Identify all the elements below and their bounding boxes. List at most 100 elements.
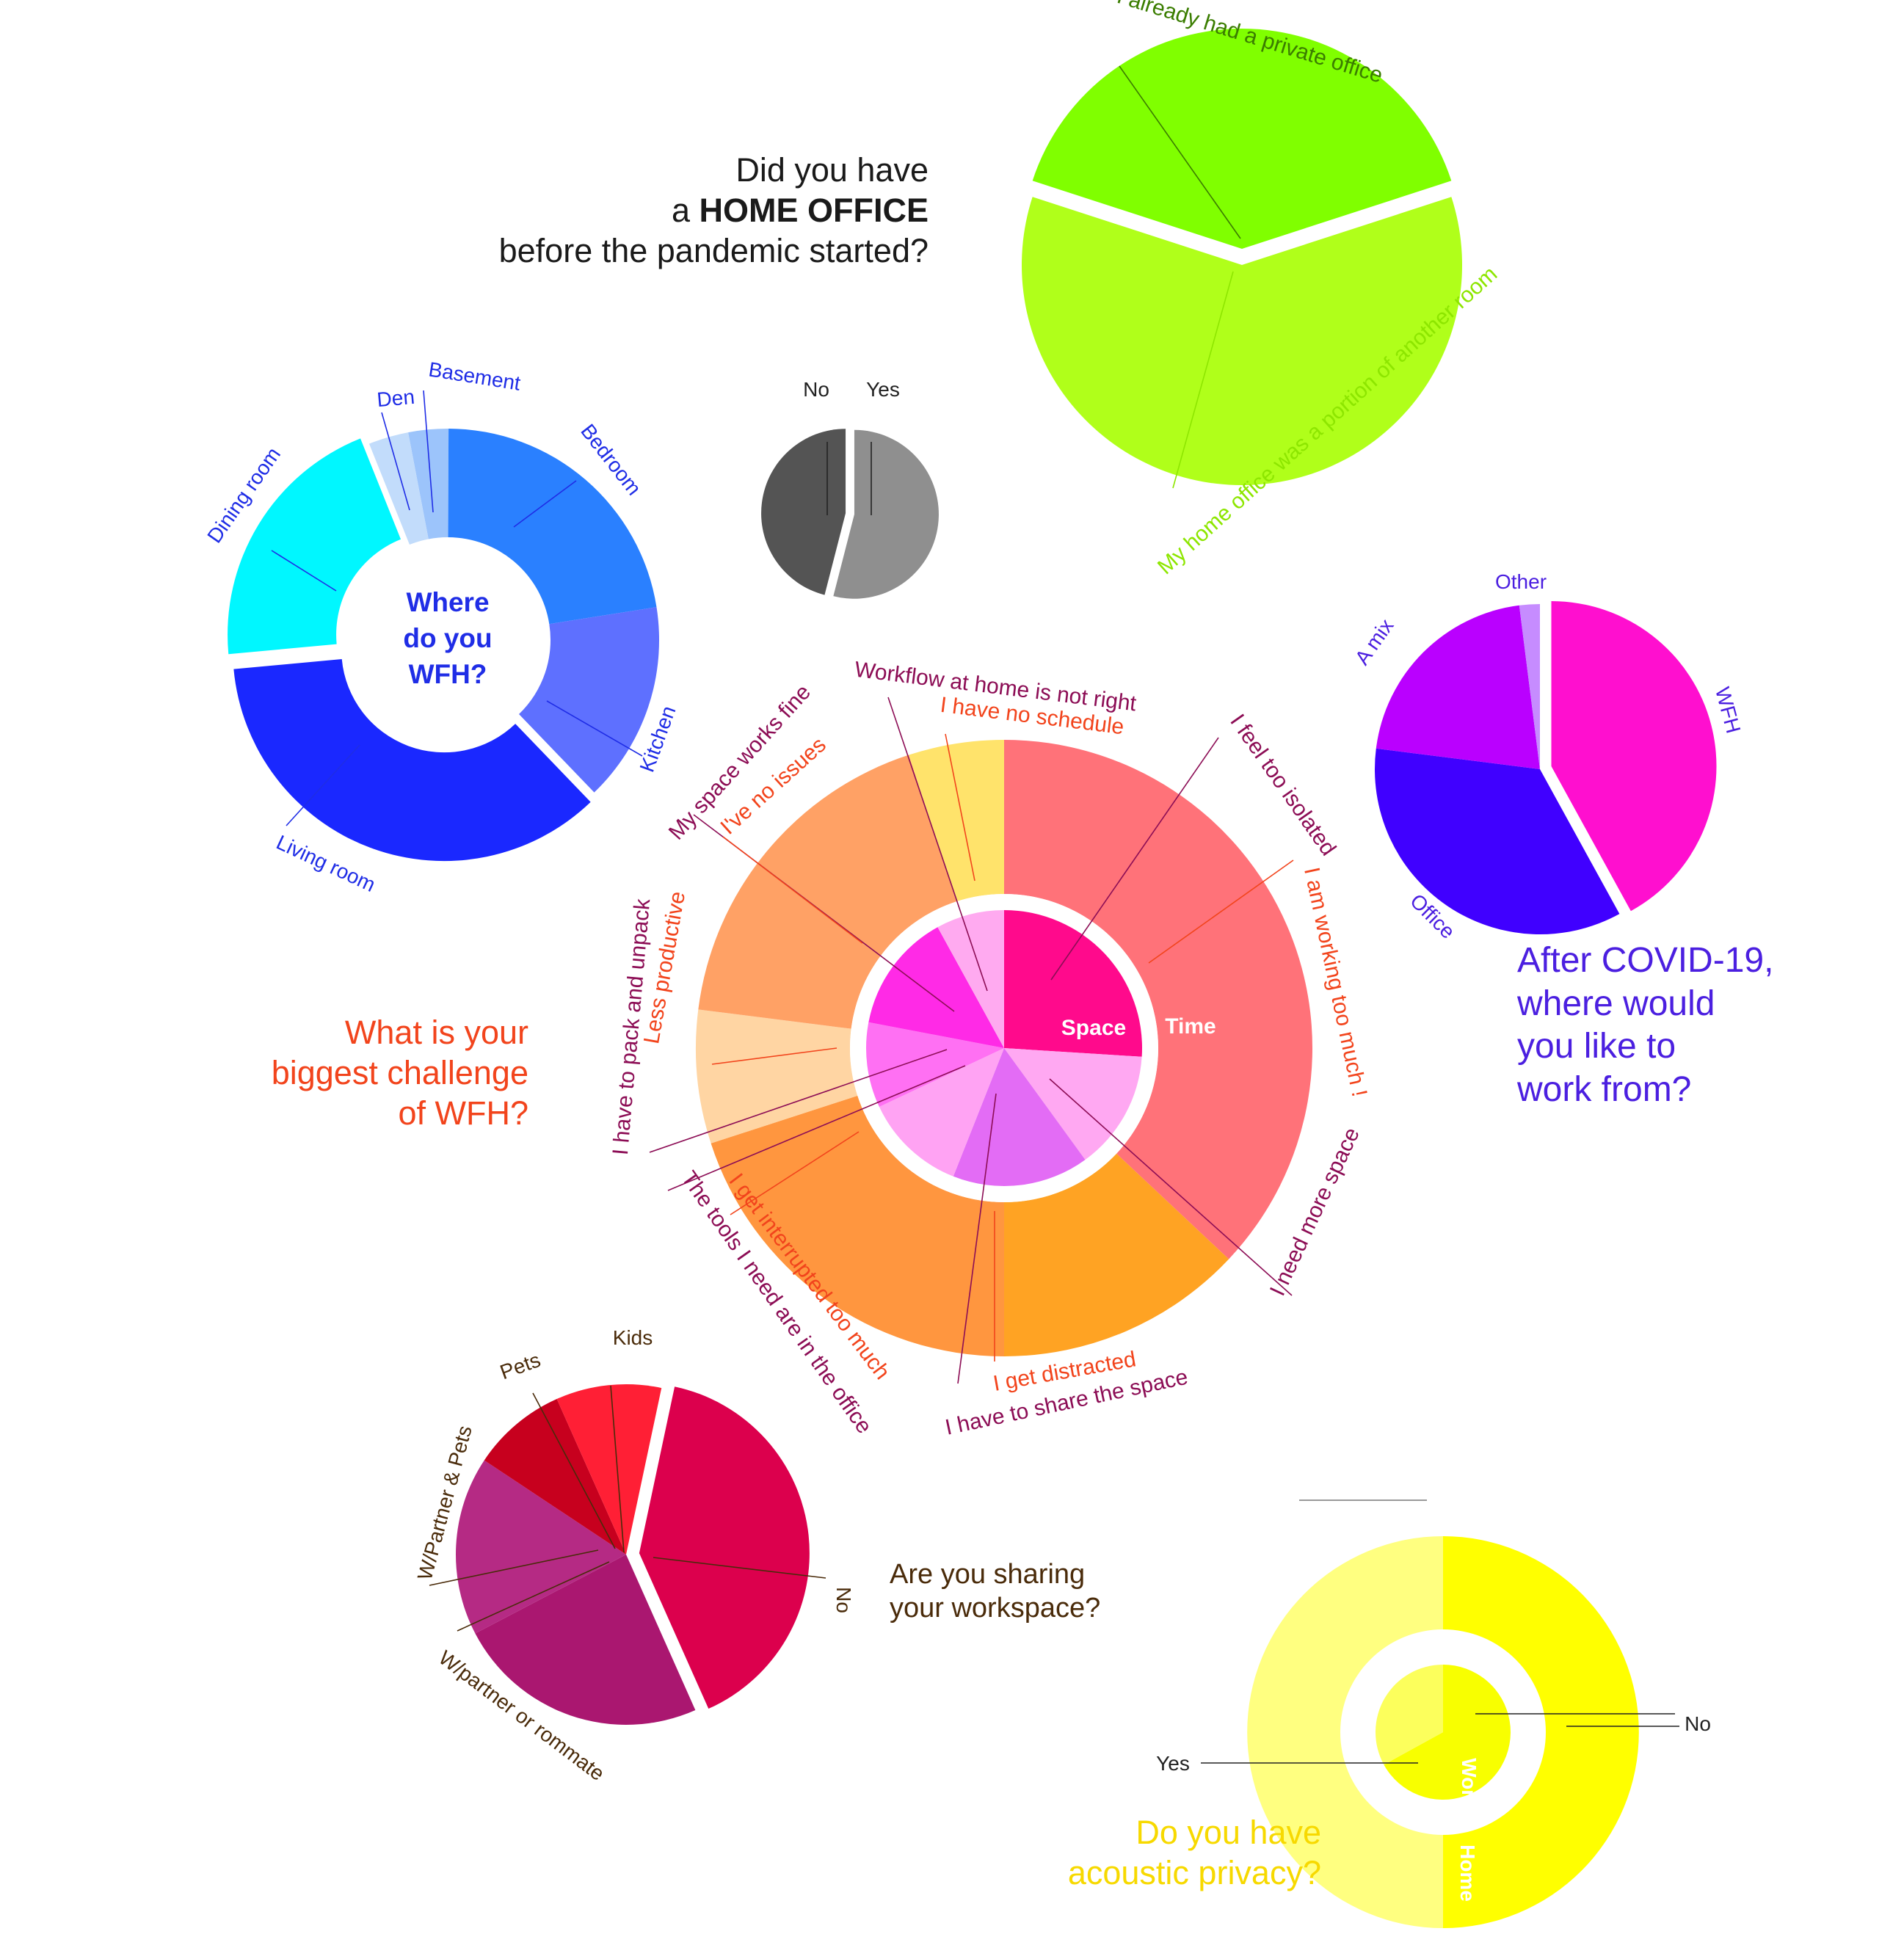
challenge-inner-slice-my-space-works-fine xyxy=(868,927,1004,1048)
where-slice-den xyxy=(368,432,429,545)
privacy-home-slice-no xyxy=(1443,1536,1639,1928)
challenge-outer-slice-i-have-no-schedule xyxy=(909,740,1004,902)
challenge-question-line3: of WFH? xyxy=(398,1094,528,1132)
leader-line xyxy=(381,412,410,511)
acoustic-privacy-donut: Work Home No Yes xyxy=(1156,1536,1711,1928)
home-office-yes-no-pie: No Yes xyxy=(761,378,939,599)
time-center-label: Time xyxy=(1165,1014,1216,1039)
challenge-inner-slice-i-feel-too-isolated xyxy=(1004,910,1142,1057)
where-question-line1: Where xyxy=(406,587,489,617)
leader-line xyxy=(1049,1078,1293,1296)
privacy-question-line2: acoustic privacy? xyxy=(1067,1853,1321,1891)
leader-line xyxy=(271,550,337,592)
challenge-question-line1: What is your xyxy=(344,1014,528,1051)
privacy-work-slice-yes xyxy=(1375,1665,1443,1765)
challenge-question: What is your biggest challenge of WFH? xyxy=(184,1013,528,1134)
challenge-inner-slice-i-have-to-share-the-space xyxy=(953,1048,1086,1186)
leader-line xyxy=(457,1561,610,1632)
future-question-line3: you like to xyxy=(1517,1027,1676,1066)
challenge-outer-slice-i-am-working-too-much xyxy=(1004,740,1312,1259)
sharing-slice-w-partner-or-rommate xyxy=(475,1555,696,1726)
where-slice-living-room xyxy=(233,659,591,862)
space-center-label: Space xyxy=(1061,1016,1126,1040)
leader-line xyxy=(532,1392,616,1549)
future-slice-a-mix xyxy=(1376,605,1540,769)
leader-line xyxy=(286,744,360,826)
future-question: After COVID-19, where would you like to … xyxy=(1517,939,1884,1111)
leader-line xyxy=(957,1093,997,1384)
challenge-inner-slice-the-tools-i-need-are-in-the-office xyxy=(879,1048,1004,1177)
where-question-line3: WFH? xyxy=(409,659,487,689)
divider-line xyxy=(1299,1499,1427,1501)
future-question-line4: work from? xyxy=(1517,1069,1692,1109)
label-no: No xyxy=(803,378,829,401)
leader-line xyxy=(667,1065,966,1191)
home-ring-label: Home xyxy=(1456,1844,1479,1902)
home-office-question-line3: before the pandemic started? xyxy=(498,231,929,269)
challenge-outer-slice-i-get-distracted xyxy=(1004,1153,1229,1356)
leader-line xyxy=(423,390,434,513)
sharing-question: Are you sharing your workspace? xyxy=(890,1557,1257,1626)
label-isolated: I feel too isolated xyxy=(1225,710,1340,860)
where-slice-bedroom xyxy=(448,429,657,625)
home-type-slice-i-already-had-a-private-office xyxy=(1032,29,1452,250)
home-office-question-line1: Did you have xyxy=(735,151,929,189)
home-type-slice-my-home-office-was-a-portion-of-another-room xyxy=(1022,197,1462,486)
label-no: No xyxy=(832,1587,855,1613)
privacy-question: Do you have acoustic privacy? xyxy=(954,1813,1321,1894)
challenge-inner-slice-i-need-more-space xyxy=(1004,1048,1142,1160)
leader-line xyxy=(887,697,988,992)
leader-line xyxy=(429,1549,599,1586)
leader-line xyxy=(711,1047,837,1065)
sharing-slice-no xyxy=(639,1386,810,1709)
challenge-outer-slice-i-ve-no-issues xyxy=(698,755,957,1029)
wfh-location-donut: Where do you WFH? BasementDenBedroomKitc… xyxy=(203,357,680,896)
label-basement: Basement xyxy=(427,357,523,394)
future-slice-wfh xyxy=(1551,601,1717,912)
label-other: Other xyxy=(1495,570,1547,593)
where-slice-basement xyxy=(408,429,449,539)
label-yes: Yes xyxy=(866,378,900,401)
leader-line xyxy=(1172,271,1234,489)
home-office-question-pre: a xyxy=(671,191,700,229)
challenge-inner-slice-i-have-to-pack-and-unpack xyxy=(865,1022,1004,1108)
leader-line xyxy=(730,1131,860,1215)
label-kids: Kids xyxy=(613,1326,653,1349)
future-question-line2: where would xyxy=(1517,984,1715,1023)
sharing-question-line2: your workspace? xyxy=(890,1593,1101,1624)
sharing-slice-kids xyxy=(556,1384,662,1555)
leader-line xyxy=(610,1385,625,1553)
label-pets: Pets xyxy=(497,1348,543,1384)
label-privacy-yes: Yes xyxy=(1156,1752,1190,1775)
future-question-line1: After COVID-19, xyxy=(1517,941,1774,980)
future-slice-office xyxy=(1375,748,1620,935)
home-office-emphasis: HOME OFFICE xyxy=(699,191,929,229)
label-a-mix: A mix xyxy=(1351,615,1398,669)
challenge-outer-slice-less-productive xyxy=(695,1009,858,1144)
leader-line xyxy=(546,700,643,757)
home-office-question: Did you have a HOME OFFICE before the pa… xyxy=(411,150,929,272)
label-wfh: WFH xyxy=(1711,685,1745,736)
challenge-outer-slice-i-get-interrupted-too-much xyxy=(711,1095,1004,1356)
leader-line xyxy=(1119,65,1241,239)
privacy-home-slice-yes xyxy=(1247,1536,1443,1928)
leader-line xyxy=(722,836,863,944)
sharing-question-line1: Are you sharing xyxy=(890,1559,1086,1590)
leader-line xyxy=(1148,859,1294,964)
privacy-question-line1: Do you have xyxy=(1136,1814,1321,1851)
where-slice-dining-room xyxy=(228,438,401,655)
home-office-question-line2: a HOME OFFICE xyxy=(411,191,929,231)
home-yn-slice-yes xyxy=(833,429,939,599)
leader-line xyxy=(945,733,975,881)
future-slice-other xyxy=(1519,604,1540,769)
label-privacy-no: No xyxy=(1685,1712,1711,1735)
privacy-work-slice-no xyxy=(1384,1665,1511,1800)
challenge-question-line2: biggest challenge xyxy=(271,1053,528,1091)
sharing-slice-pets xyxy=(484,1399,626,1555)
sharing-slice-w-partner-pets xyxy=(455,1460,626,1634)
leader-line xyxy=(649,1049,948,1153)
